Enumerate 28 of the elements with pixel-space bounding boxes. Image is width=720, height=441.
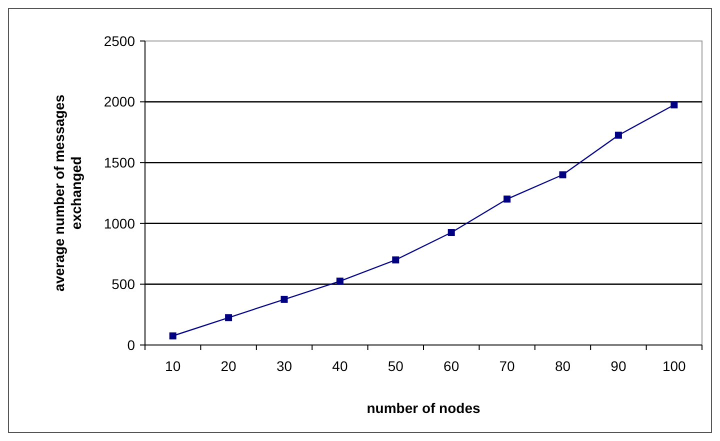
x-tick-label: 20 <box>220 358 237 374</box>
y-tick-label: 500 <box>112 276 136 292</box>
x-tick-label: 70 <box>499 358 516 374</box>
point <box>614 132 622 139</box>
x-tick-label: 90 <box>610 358 626 374</box>
point <box>280 296 288 303</box>
point <box>392 256 400 264</box>
x-tick-label: 30 <box>276 358 292 374</box>
x-axis-title: number of nodes <box>366 400 480 416</box>
point <box>504 196 511 203</box>
point <box>225 314 232 322</box>
x-tick-label: 60 <box>444 358 460 374</box>
point <box>169 332 176 340</box>
x-tick-label: 80 <box>554 358 571 374</box>
y-tick-label: 2000 <box>104 94 136 110</box>
y-tick-label: 0 <box>127 336 136 353</box>
x-tick-label: 10 <box>165 358 181 374</box>
y-tick-label: 2500 <box>104 32 136 49</box>
x-tick-label: 100 <box>662 358 686 374</box>
point <box>336 278 344 285</box>
y-tick-label: 1500 <box>104 154 136 170</box>
point <box>670 101 678 108</box>
x-tick-label: 40 <box>332 358 348 374</box>
point <box>448 229 455 236</box>
x-tick-label: 50 <box>388 358 404 374</box>
point <box>559 171 566 178</box>
y-axis-title: average number of messages exchanged <box>51 94 85 294</box>
y-tick-label: 1000 <box>104 215 136 232</box>
